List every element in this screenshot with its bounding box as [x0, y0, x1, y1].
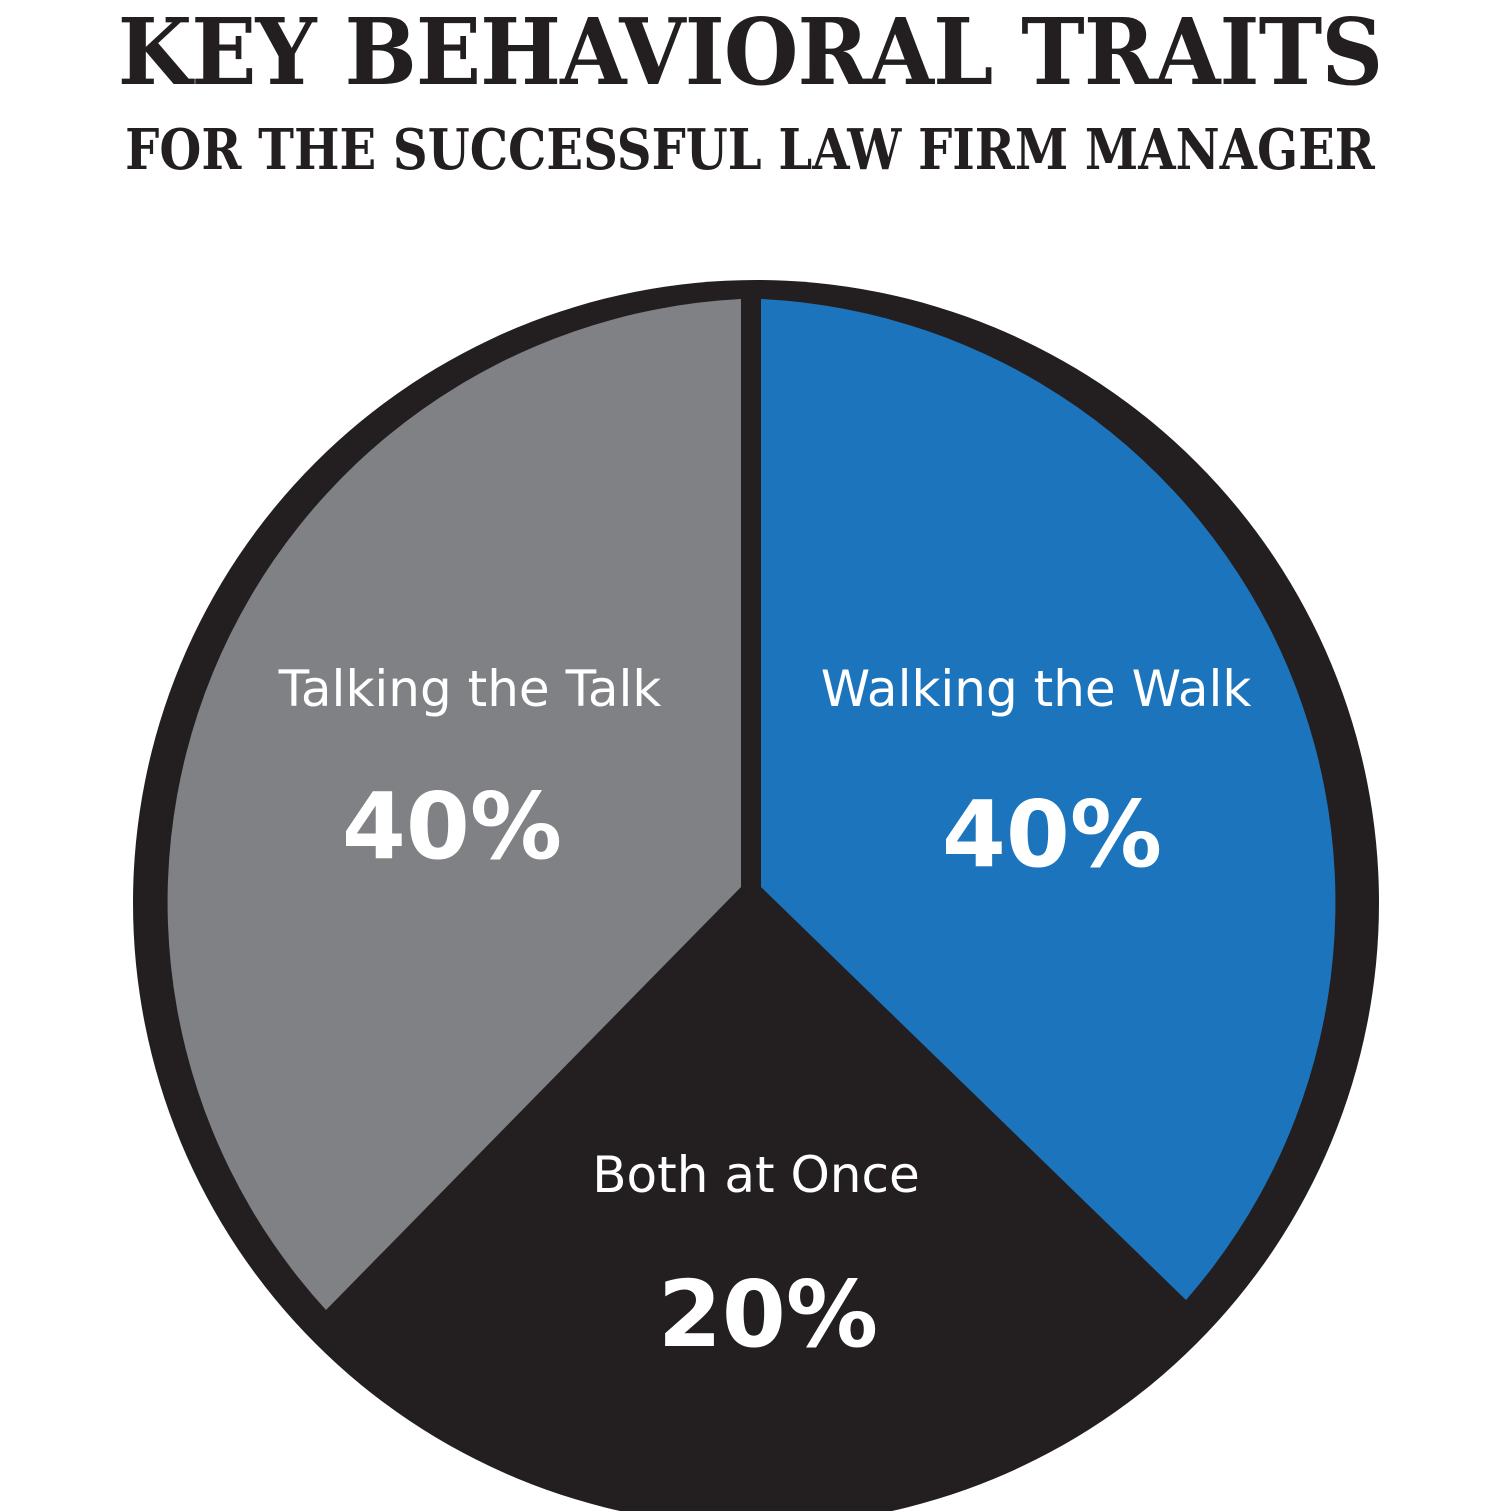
slice-talking-the-talk: [167, 299, 741, 1310]
slice-value-both: 20%: [658, 1261, 878, 1368]
slice-label-talking: Talking the Talk: [278, 660, 662, 718]
slice-label-both: Both at Once: [592, 1146, 920, 1204]
chart-title: KEY BEHAVIORAL TRAITS: [117, 0, 1383, 106]
slice-value-talking: 40%: [342, 773, 562, 880]
slice-value-walking: 40%: [942, 781, 1162, 888]
chart-subtitle: FOR THE SUCCESSFUL LAW FIRM MANAGER: [125, 117, 1375, 183]
slice-label-walking: Walking the Walk: [821, 660, 1252, 718]
slice-walking-the-walk: [761, 299, 1336, 1300]
